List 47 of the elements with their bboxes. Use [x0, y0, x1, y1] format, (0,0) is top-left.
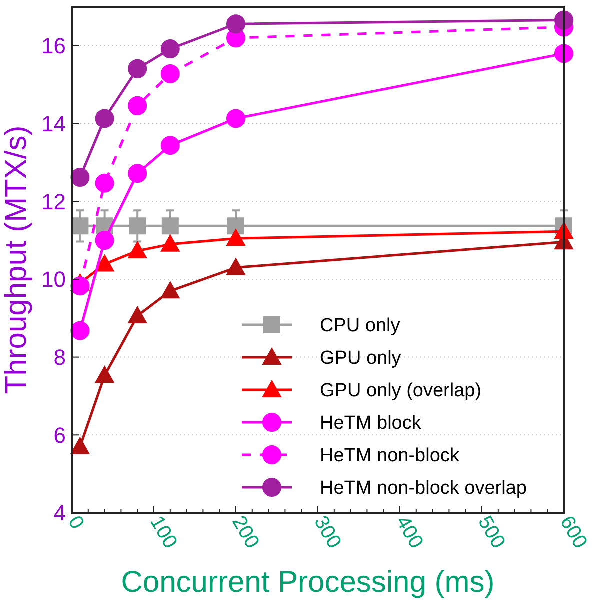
point [129, 218, 146, 235]
y-tick-label: 8 [54, 345, 66, 370]
y-tick-label: 6 [54, 422, 66, 448]
point [95, 109, 114, 128]
point [70, 321, 90, 340]
point [128, 242, 148, 259]
x-tick-label: 100 [146, 512, 182, 552]
x-axis-title: Concurrent Processing (ms) [121, 566, 495, 599]
point [162, 218, 179, 235]
legend-label: HeTM non-block [320, 446, 460, 467]
point [160, 40, 180, 59]
point [160, 282, 180, 299]
point [226, 258, 246, 276]
point [160, 64, 180, 84]
x-tick-label: 200 [228, 512, 264, 552]
legend-label: GPU only [320, 348, 402, 370]
y-axis-title: Throughput (MTX/s) [0, 126, 33, 394]
point [70, 276, 90, 296]
point [160, 234, 180, 252]
point [128, 96, 148, 116]
legend-label: HeTM non-block overlap [320, 478, 527, 500]
legend-label: GPU only (overlap) [320, 380, 482, 402]
y-tick-label: 16 [42, 34, 66, 59]
point [226, 14, 246, 34]
x-tick-label: 500 [474, 512, 510, 552]
point [128, 59, 148, 78]
point [95, 366, 114, 384]
point [72, 218, 89, 235]
point [128, 164, 148, 184]
legend-label: HeTM block [320, 413, 422, 434]
x-tick-label: 400 [392, 512, 428, 552]
x-tick-label: 600 [556, 512, 592, 552]
legend-label: CPU only [320, 316, 401, 337]
point [228, 218, 244, 235]
point [70, 437, 90, 454]
point [160, 136, 180, 156]
x-tick-label: 300 [310, 512, 346, 552]
y-tick-label: 12 [42, 189, 66, 214]
y-tick-label: 10 [42, 267, 66, 292]
point [95, 174, 114, 193]
y-tick-label: 14 [42, 111, 66, 136]
point [226, 229, 246, 246]
point [70, 168, 90, 187]
point [95, 231, 114, 250]
point [128, 306, 148, 324]
point [226, 109, 246, 128]
y-tick-label: 4 [54, 500, 66, 526]
